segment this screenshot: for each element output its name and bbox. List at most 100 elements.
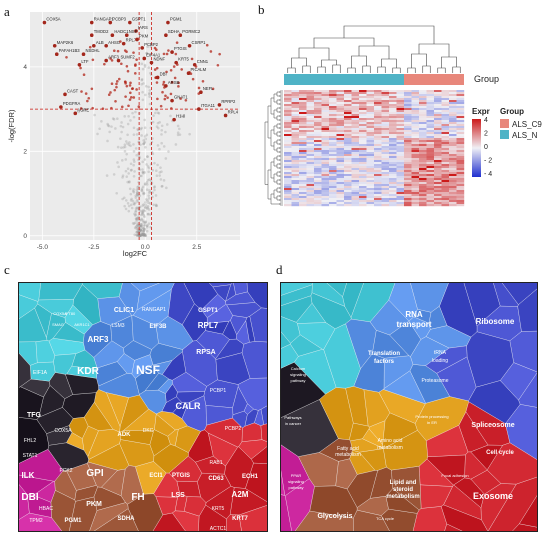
treemap-label: ADK xyxy=(118,432,132,438)
treemap-cell xyxy=(183,496,207,517)
treemap-label: pathway xyxy=(291,378,306,383)
treemap-cell xyxy=(149,429,171,457)
treemap-label: RPSA xyxy=(196,349,215,356)
treemap-label: RAB1 xyxy=(209,460,222,466)
treemap-cell xyxy=(517,287,538,332)
treemap-cell xyxy=(18,351,32,389)
gene-point-pafah1b3 xyxy=(54,52,59,57)
gene-point-gnat1 xyxy=(170,98,174,103)
treemap-label: signaling xyxy=(290,372,306,377)
treemap-label: COX5A xyxy=(53,311,67,316)
treemap-cell xyxy=(323,323,361,389)
treemap-cell xyxy=(238,439,268,460)
treemap-label: COX5A xyxy=(55,428,73,434)
treemap-label: Spliceosome xyxy=(471,422,514,429)
gene-label: IARS xyxy=(138,25,148,30)
y-tick-label: 0 xyxy=(23,233,27,240)
treemap-label: Ribosome xyxy=(476,317,515,326)
treemap-label: Fatty acid xyxy=(337,446,359,452)
gene-label: ALB xyxy=(96,40,104,45)
expr-tick-label: 4 xyxy=(484,117,488,124)
treemap-cell xyxy=(87,461,119,488)
treemap-label: PPAR xyxy=(291,473,302,478)
treemap-label: Lipid and xyxy=(390,480,417,486)
gene-label: RANGAP1 xyxy=(94,17,115,22)
gene-point-dbi xyxy=(155,75,160,80)
gene-point-hadc1 xyxy=(110,33,115,38)
gene-point-pgrmc2 xyxy=(178,33,183,38)
treemap-label: pathway xyxy=(289,485,304,490)
gene-point-rangap1 xyxy=(89,20,94,25)
treemap-cell xyxy=(212,284,232,302)
treemap-label: KRT7 xyxy=(232,516,248,522)
treemap-label: Translation xyxy=(368,351,400,357)
expr-tick-label: 0 xyxy=(484,144,488,151)
treemap-cell xyxy=(81,282,123,299)
gene-label: PCBP3 xyxy=(112,17,126,22)
treemap-label: ARF3 xyxy=(88,335,109,344)
gene-point-pkm xyxy=(135,37,139,42)
treemap-cell xyxy=(309,485,358,519)
treemap-label: Calcium xyxy=(291,366,306,371)
gene-point-csrp1 xyxy=(187,43,192,48)
treemap-label: ECH1 xyxy=(242,474,259,480)
treemap-cell xyxy=(176,480,201,498)
gene-point-nefl xyxy=(199,90,203,95)
treemap-cell xyxy=(342,282,365,318)
treemap-label: Exosome xyxy=(473,491,513,501)
treemap-cell xyxy=(64,304,93,335)
gene-label: PCBP2 xyxy=(144,42,158,47)
gene-point-nsf xyxy=(124,33,129,38)
treemap-cell xyxy=(311,282,346,307)
treemap-cell xyxy=(425,345,468,374)
x-tick-label: -2.5 xyxy=(88,244,100,251)
treemap-cell xyxy=(35,340,55,364)
treemap-cell xyxy=(167,429,179,447)
gene-label: CSRP1 xyxy=(192,40,207,45)
expr-tick-label: 2 xyxy=(484,131,488,138)
gene-point-sdha xyxy=(164,33,168,38)
treemap-label: EIF3B xyxy=(149,324,167,330)
gene-label: LTF xyxy=(81,59,89,64)
legend-swatch-als-c9 xyxy=(500,119,509,128)
gene-point-itga11 xyxy=(197,107,201,111)
treemap-label: LSM3 xyxy=(111,323,124,329)
gene-point-cnn1 xyxy=(192,62,197,67)
treemap-label: metabolism xyxy=(386,494,419,500)
treemap-label: LSS xyxy=(171,492,185,499)
treemap-cell xyxy=(382,412,418,450)
gene-point-ltf xyxy=(77,62,82,67)
panel-label-c: c xyxy=(4,262,10,277)
treemap-label: Amino acid xyxy=(378,438,403,444)
treemap-cell xyxy=(383,429,428,471)
gene-point-nsdhl xyxy=(81,52,86,57)
treemap-label: TPM2 xyxy=(29,518,43,524)
treemap-cell xyxy=(123,340,152,361)
panel-label-d: d xyxy=(276,262,283,277)
expr-colorbar xyxy=(472,119,481,177)
gene-label: ARSB xyxy=(168,80,180,85)
treemap-cell xyxy=(385,488,420,514)
legend-label-als-n: ALS_N xyxy=(512,131,538,140)
legend-label-als-c9: ALS_C9 xyxy=(512,120,542,129)
treemap-cell xyxy=(152,512,187,532)
treemap-label: loading xyxy=(432,358,448,364)
treemap-label: signaling xyxy=(288,479,304,484)
treemap-label: Glycolysis xyxy=(317,513,352,520)
gene-label: PDGFRA xyxy=(63,101,81,106)
gene-label: SDHA xyxy=(168,29,180,34)
gene-point-picalm xyxy=(186,71,191,76)
gene-label: COX5A xyxy=(46,17,60,22)
treemap-label: STAT1 xyxy=(23,453,38,459)
treemap-label: DKC xyxy=(143,428,154,434)
treemap-label: ECI1 xyxy=(149,473,163,479)
treemap-label: A2M xyxy=(232,490,249,499)
group-bar-als-n xyxy=(284,74,404,85)
gene-point-iars xyxy=(134,29,138,33)
treemap-cell xyxy=(250,445,268,465)
treemap-label: steroid xyxy=(393,487,413,493)
gene-point-ahsg xyxy=(104,43,108,48)
treemap-cell xyxy=(144,373,170,392)
treemap-cell xyxy=(505,404,538,461)
x-tick-label: 0.0 xyxy=(141,244,150,251)
